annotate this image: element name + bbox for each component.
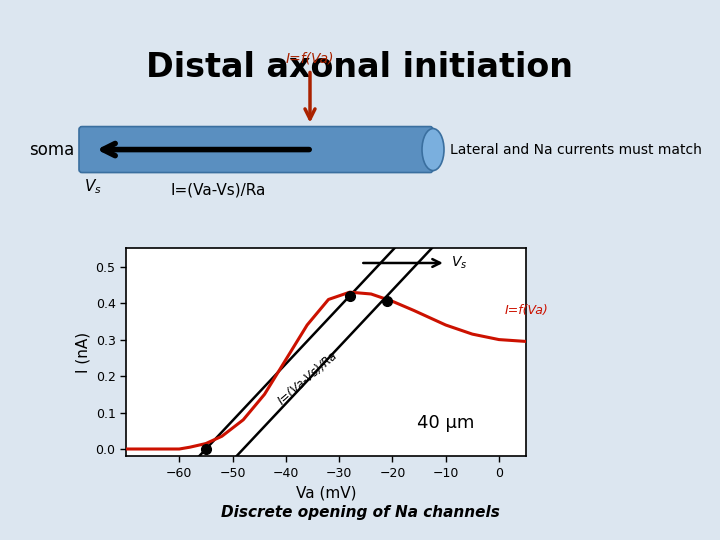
Text: soma: soma	[29, 140, 74, 159]
Text: I=f(Va): I=f(Va)	[504, 304, 548, 317]
FancyBboxPatch shape	[79, 126, 433, 173]
Text: I=(Va-Vs)/Ra: I=(Va-Vs)/Ra	[170, 183, 266, 198]
Text: Discrete opening of Na channels: Discrete opening of Na channels	[220, 505, 500, 521]
Ellipse shape	[422, 129, 444, 171]
X-axis label: Va (mV): Va (mV)	[295, 485, 356, 500]
Y-axis label: I (nA): I (nA)	[75, 332, 90, 373]
Text: I=f(Va): I=f(Va)	[286, 52, 334, 65]
Text: $V_s$: $V_s$	[451, 255, 467, 271]
Text: 40 μm: 40 μm	[417, 415, 474, 433]
Text: $V_s$: $V_s$	[84, 178, 102, 196]
Text: Distal axonal initiation: Distal axonal initiation	[146, 51, 574, 84]
Text: Lateral and Na currents must match: Lateral and Na currents must match	[450, 143, 702, 157]
Text: I=(Va-Vs)/Ra: I=(Va-Vs)/Ra	[275, 348, 340, 407]
